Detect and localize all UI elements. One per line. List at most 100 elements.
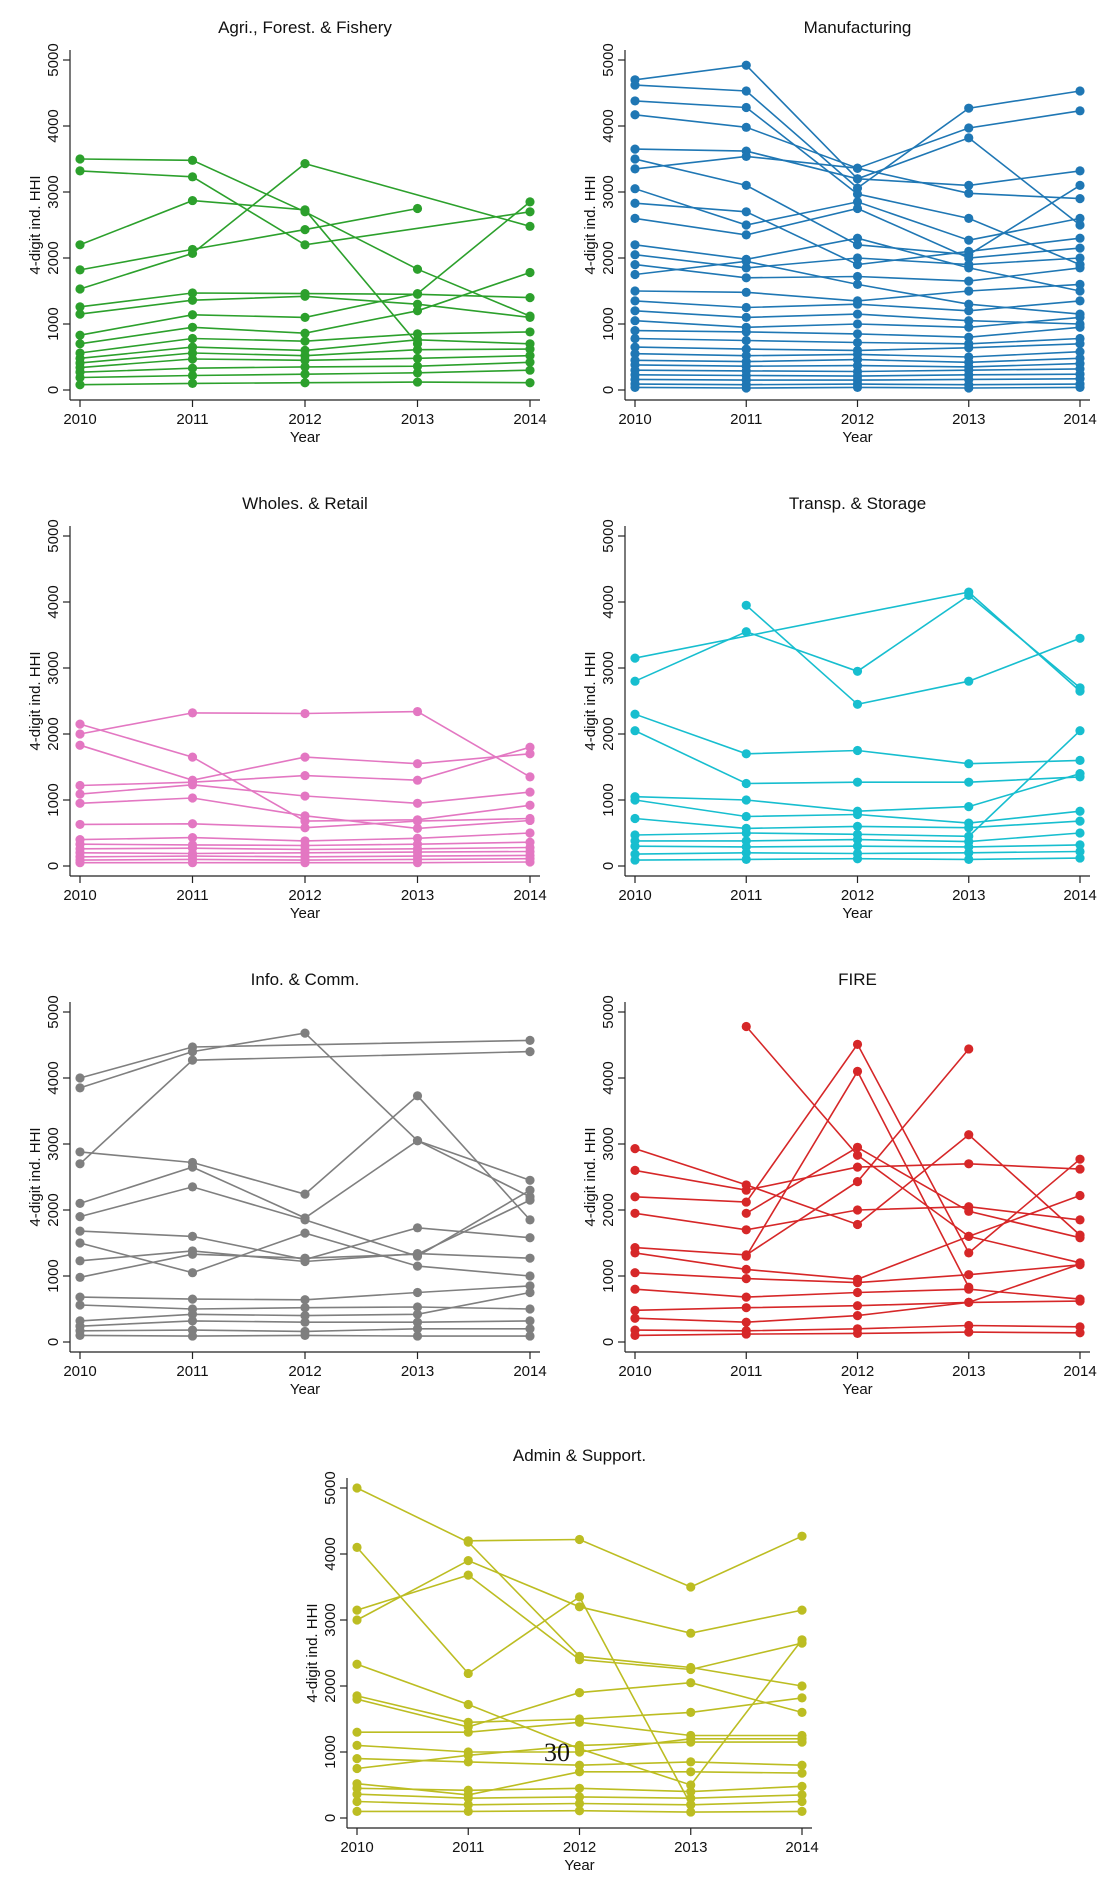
y-tick-label: 3000	[322, 1603, 339, 1636]
data-point	[463, 1727, 473, 1737]
series-line	[468, 1535, 803, 1588]
data-point	[525, 327, 535, 337]
data-point	[463, 1806, 473, 1816]
data-point	[300, 328, 310, 338]
data-point	[352, 1740, 362, 1750]
y-tick-label: 2000	[600, 717, 617, 750]
data-point	[964, 1297, 974, 1307]
data-point	[964, 286, 974, 296]
data-point	[300, 1228, 310, 1238]
data-point	[630, 316, 640, 326]
data-point	[741, 180, 751, 190]
data-point	[1075, 347, 1085, 357]
y-axis-label: 4-digit ind. HHI	[582, 651, 599, 750]
data-point	[412, 289, 423, 299]
data-point	[964, 103, 974, 113]
data-point	[574, 1534, 585, 1545]
data-point	[187, 819, 198, 829]
y-tick-label: 2000	[600, 1193, 617, 1226]
chart-panel: Admin & Support. 0 1000 2000 3000 4000 5000 201…	[304, 1446, 819, 1874]
data-point	[964, 1320, 974, 1331]
data-point	[412, 759, 423, 769]
data-point	[300, 791, 310, 801]
data-point	[686, 1582, 696, 1592]
data-point	[1075, 286, 1085, 296]
y-tick-label: 1000	[600, 783, 617, 816]
data-point	[75, 819, 85, 830]
data-point	[797, 1635, 807, 1645]
data-point	[964, 848, 974, 858]
data-point	[741, 383, 751, 393]
y-tick-label: 2000	[45, 717, 62, 750]
data-point	[187, 1231, 198, 1241]
x-tick-label: 2014	[513, 1363, 546, 1380]
data-point	[525, 1287, 535, 1298]
data-point	[741, 263, 751, 273]
x-tick-label: 2010	[618, 411, 651, 428]
x-tick-label: 2010	[618, 887, 651, 904]
data-point	[630, 1248, 640, 1258]
data-point	[1075, 233, 1085, 243]
data-point	[741, 86, 751, 96]
data-point	[300, 1303, 310, 1313]
data-point	[964, 590, 974, 601]
data-point	[352, 1754, 362, 1764]
data-point	[574, 1592, 585, 1602]
data-point	[75, 1300, 85, 1310]
data-point	[1075, 1164, 1085, 1174]
data-point	[75, 1147, 85, 1157]
data-point	[630, 164, 640, 174]
data-point	[300, 1028, 310, 1038]
data-point	[686, 1628, 696, 1638]
series-line	[79, 1139, 531, 1219]
y-tick-label: 4000	[600, 1061, 617, 1094]
chart-title: Admin & Support.	[513, 1446, 646, 1465]
data-point	[463, 1699, 473, 1710]
data-point	[352, 1659, 362, 1669]
data-point	[852, 809, 863, 820]
data-point	[574, 1747, 585, 1757]
data-point	[1075, 846, 1085, 857]
data-point	[630, 213, 640, 223]
y-tick-label: 4000	[600, 585, 617, 618]
data-point	[300, 369, 310, 379]
data-point	[187, 322, 198, 332]
data-point	[630, 342, 640, 352]
series-line	[79, 162, 531, 290]
data-point	[75, 719, 85, 729]
data-point	[412, 1136, 423, 1146]
data-point	[852, 777, 863, 787]
data-point	[964, 322, 974, 332]
data-point	[75, 858, 85, 868]
data-point	[1075, 166, 1085, 176]
x-tick-label: 2011	[730, 887, 762, 904]
data-point	[964, 306, 974, 316]
data-point	[741, 60, 751, 70]
data-point	[300, 752, 310, 762]
data-point	[741, 854, 751, 865]
data-point	[463, 1785, 473, 1795]
data-point	[686, 1678, 696, 1688]
series-line	[634, 110, 1081, 170]
y-tick-label: 1000	[45, 307, 62, 340]
data-point	[1075, 1259, 1085, 1269]
data-point	[630, 1144, 640, 1154]
data-point	[352, 1727, 362, 1737]
data-point	[574, 1688, 585, 1698]
data-point	[964, 316, 974, 326]
data-point	[75, 309, 85, 319]
y-tick-label: 1000	[45, 1259, 62, 1292]
data-point	[352, 1615, 362, 1625]
data-point	[1075, 339, 1085, 349]
chart-title: Info. & Comm.	[251, 970, 360, 989]
data-point	[741, 1303, 751, 1313]
data-point	[412, 377, 423, 387]
data-point	[852, 666, 863, 676]
data-point	[964, 777, 974, 787]
data-point	[300, 858, 310, 868]
data-point	[852, 253, 863, 263]
data-point	[630, 96, 640, 106]
data-point	[630, 333, 640, 344]
data-point	[1075, 1190, 1085, 1201]
